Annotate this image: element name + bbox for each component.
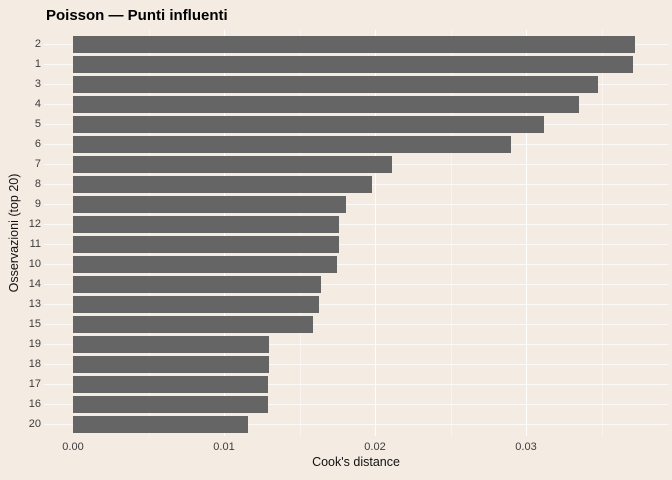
x-tick-label: 0.00 <box>62 441 84 453</box>
y-tick-label: 20 <box>28 418 41 430</box>
y-tick-label: 13 <box>28 298 41 310</box>
y-tick-label: 10 <box>28 258 41 270</box>
y-axis-title: Osservazioni (top 20) <box>7 173 21 293</box>
x-tick-label: 0.02 <box>364 441 386 453</box>
gridline-horizontal <box>44 344 668 345</box>
y-tick-label: 11 <box>29 238 41 250</box>
y-tick-label: 19 <box>28 338 41 350</box>
gridline-vertical-minor <box>450 30 452 436</box>
y-tick-label: 4 <box>34 98 41 110</box>
bar-obs-18 <box>73 355 270 373</box>
gridline-horizontal <box>44 244 668 245</box>
y-tick-label: 17 <box>28 378 41 390</box>
gridline-vertical-major <box>224 30 225 436</box>
gridline-horizontal <box>44 324 668 325</box>
x-tick-label: 0.03 <box>515 441 537 453</box>
bar-obs-20 <box>73 415 249 433</box>
y-tick-label: 6 <box>34 138 41 150</box>
bar-obs-15 <box>73 315 314 333</box>
y-tick-label: 18 <box>28 358 41 370</box>
gridline-vertical-minor <box>299 30 301 436</box>
y-tick-label: 15 <box>28 318 41 330</box>
y-tick-label: 8 <box>34 178 41 190</box>
y-tick-label: 12 <box>28 218 41 230</box>
bar-obs-11 <box>73 235 339 253</box>
bar-obs-17 <box>73 375 268 393</box>
bar-obs-3 <box>73 75 599 93</box>
bar-obs-8 <box>73 175 372 193</box>
gridline-horizontal <box>44 284 668 285</box>
gridline-horizontal <box>44 364 668 365</box>
bar-obs-9 <box>73 195 347 213</box>
y-tick-label: 1 <box>34 58 41 70</box>
bar-obs-12 <box>73 215 339 233</box>
gridline-horizontal <box>44 224 668 225</box>
gridline-vertical-minor <box>148 30 150 436</box>
gridline-horizontal <box>44 264 668 265</box>
plot-panel <box>44 30 668 436</box>
y-tick-label: 3 <box>34 78 41 90</box>
bar-obs-7 <box>73 155 392 173</box>
gridline-vertical-minor <box>601 30 603 436</box>
gridline-vertical-major <box>526 30 527 436</box>
bar-obs-13 <box>73 295 320 313</box>
gridline-horizontal <box>44 204 668 205</box>
y-tick-label: 16 <box>28 398 41 410</box>
y-tick-label: 2 <box>34 38 41 50</box>
bar-obs-4 <box>73 95 579 113</box>
gridline-horizontal <box>44 304 668 305</box>
gridline-horizontal <box>44 424 668 425</box>
bar-obs-5 <box>73 115 545 133</box>
bar-obs-16 <box>73 395 268 413</box>
y-tick-label: 14 <box>28 278 41 290</box>
gridline-horizontal <box>44 404 668 405</box>
bar-obs-6 <box>73 135 511 153</box>
y-tick-label: 7 <box>34 158 41 170</box>
gridline-horizontal <box>44 384 668 385</box>
x-tick-label: 0.01 <box>213 441 235 453</box>
bar-obs-10 <box>73 255 338 273</box>
gridline-vertical-major <box>375 30 376 436</box>
y-tick-label: 9 <box>34 198 41 210</box>
bar-obs-1 <box>73 55 634 73</box>
bar-obs-2 <box>73 35 635 53</box>
bar-obs-14 <box>73 275 321 293</box>
bar-obs-19 <box>73 335 270 353</box>
x-axis-title: Cook's distance <box>312 455 400 469</box>
y-tick-label: 5 <box>34 118 41 130</box>
chart-title: Poisson — Punti influenti <box>46 7 228 24</box>
